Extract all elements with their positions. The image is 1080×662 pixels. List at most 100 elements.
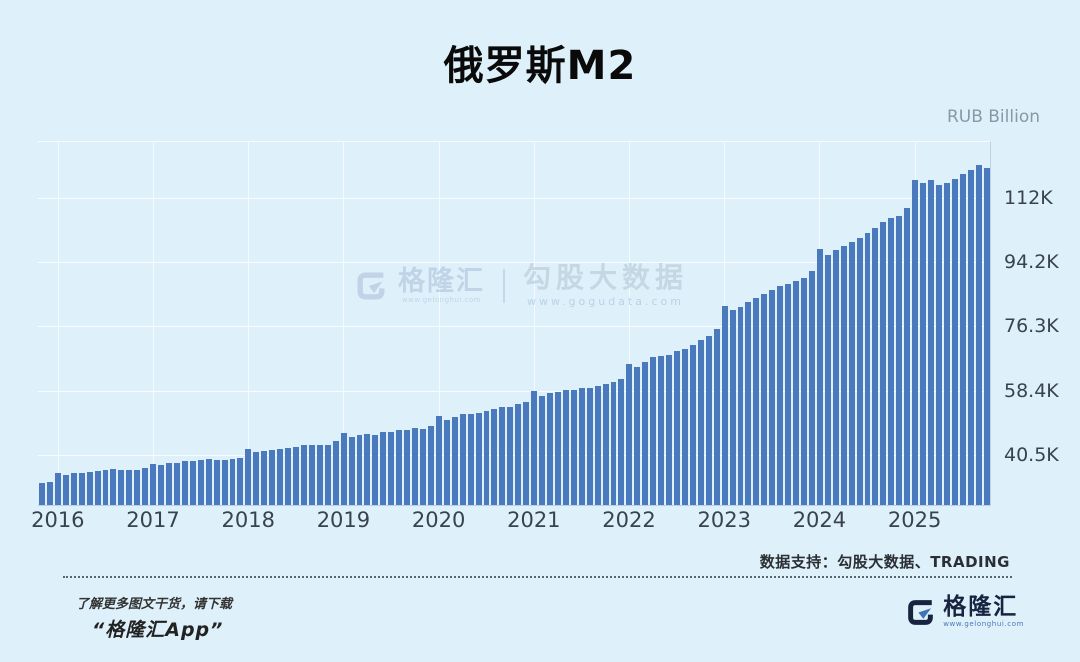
bar [340,432,347,505]
x-tick-label: 2023 [697,508,751,532]
gelonghui-logo-icon [908,599,934,625]
bar [745,302,752,505]
footer-logo-text: 格隆汇 [943,594,1019,620]
h-gridline [38,326,990,328]
bar [848,242,855,505]
bar [110,469,117,505]
bar [483,411,490,505]
bar [626,363,633,505]
plot-area [38,141,991,506]
bar [308,444,315,505]
bar [562,390,569,505]
bar [721,305,728,505]
v-gridline [57,142,59,505]
y-tick-label: 40.5K [1004,444,1059,467]
bar [539,395,545,505]
bar [118,470,125,505]
bar [618,378,625,505]
y-tick-label: 94.2K [1004,251,1059,273]
bar [221,459,228,505]
y-tick-label: 58.4K [1004,379,1059,402]
h-gridline [38,390,990,392]
bar [634,367,641,505]
bar [459,413,466,505]
v-gridline [629,142,631,505]
bar [507,406,514,505]
bar [888,218,895,505]
v-gridline [438,142,440,505]
promo-line1: 了解更多图文干货，请下载 [76,597,233,612]
bar [62,475,69,505]
bar [904,207,911,505]
bar [237,457,244,505]
bar [531,391,538,505]
bar [269,449,276,505]
x-tick-label: 2021 [507,508,561,532]
bar [832,250,839,505]
x-tick-label: 2019 [316,508,371,532]
bar [300,445,307,505]
bar [975,165,982,505]
bar [253,452,260,505]
bar [412,428,418,505]
v-gridline [533,142,535,505]
bar [54,473,61,505]
bar [380,432,387,505]
bar [896,216,903,505]
x-tick-label: 2017 [126,508,180,532]
bar [491,409,498,505]
bar [793,280,799,505]
bar [102,470,109,505]
bar [642,362,649,505]
h-gridline [38,262,990,263]
bar [197,459,204,505]
bar [912,179,919,505]
bar [872,228,879,505]
bar [920,183,926,505]
bar [928,180,934,505]
footer-divider [63,576,1012,578]
bar [213,460,220,505]
bar [364,433,371,505]
bar [348,436,355,505]
chart-title: 俄罗斯M2 [443,43,637,89]
bar [737,306,744,505]
bar [356,434,363,505]
x-tick-label: 2016 [31,508,85,532]
bar [689,344,696,505]
bar [840,245,847,505]
bar [467,413,474,505]
bar [959,174,966,505]
bar [70,473,77,505]
bar [189,460,196,505]
bar [293,446,299,505]
bar [967,170,974,505]
bar [951,178,958,505]
bar [674,351,680,505]
bar [205,459,212,505]
bar [824,254,831,505]
bar [142,468,149,505]
x-tick-label: 2018 [221,508,275,532]
bar [650,357,657,505]
y-tick-label: 112K [1004,186,1053,209]
bar [229,459,236,505]
bar [935,185,942,505]
bar [697,339,704,505]
bar [729,309,736,505]
bar [475,412,482,505]
bar [578,388,585,505]
x-tick-label: 2022 [602,508,656,532]
x-tick-label: 2020 [411,508,466,532]
bar [150,463,157,505]
bar [245,449,252,505]
bar [602,384,609,505]
bar [94,471,101,505]
bar [78,473,85,505]
bar [856,238,863,505]
bar [554,392,561,505]
bar [769,289,776,505]
bar [983,167,990,505]
x-tick-label: 2025 [887,508,942,532]
